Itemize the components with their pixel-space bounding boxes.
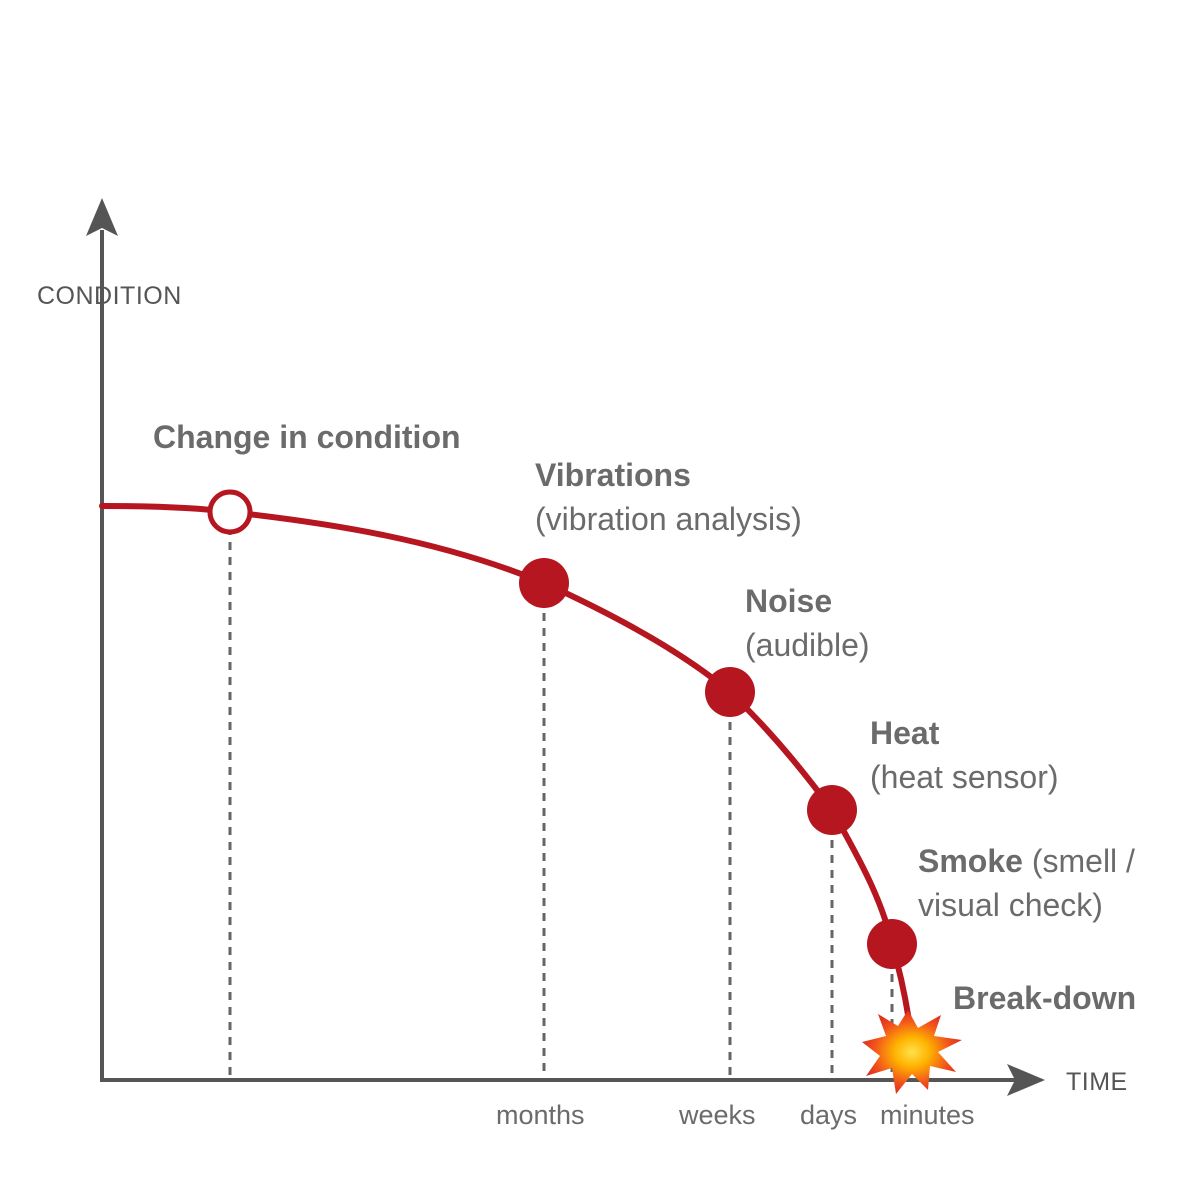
heat-marker xyxy=(807,785,857,835)
noise-title: Noise xyxy=(745,583,833,619)
heat-subtitle: (heat sensor) xyxy=(870,759,1059,795)
tick-months: months xyxy=(496,1100,585,1130)
vibrations-marker xyxy=(519,558,569,608)
smoke-marker xyxy=(867,919,917,969)
tick-days: days xyxy=(800,1100,858,1130)
smoke-title: Smoke xyxy=(918,843,1023,879)
x-axis-arrow xyxy=(1007,1064,1045,1096)
y-axis-label: CONDITION xyxy=(37,282,182,310)
breakdown-burst-icon xyxy=(862,1010,962,1094)
x-axis-label: TIME xyxy=(1066,1068,1128,1096)
noise-marker xyxy=(705,667,755,717)
heat-title: Heat xyxy=(870,715,940,751)
change-marker xyxy=(207,489,253,535)
tick-minutes: minutes xyxy=(880,1100,975,1130)
breakdown-title: Break-down xyxy=(953,980,1137,1016)
vibrations-title: Vibrations xyxy=(535,457,691,493)
smoke-label: Smoke (smell / xyxy=(918,843,1135,880)
noise-subtitle: (audible) xyxy=(745,627,870,663)
y-axis-arrow xyxy=(86,198,118,236)
vibrations-subtitle: (vibration analysis) xyxy=(535,501,802,537)
smoke-subtitle: (smell / xyxy=(1022,843,1135,879)
axes xyxy=(86,198,1045,1096)
change-title: Change in condition xyxy=(153,419,461,455)
tick-weeks: weeks xyxy=(679,1100,756,1130)
smoke-subtitle-line2: visual check) xyxy=(918,887,1103,923)
